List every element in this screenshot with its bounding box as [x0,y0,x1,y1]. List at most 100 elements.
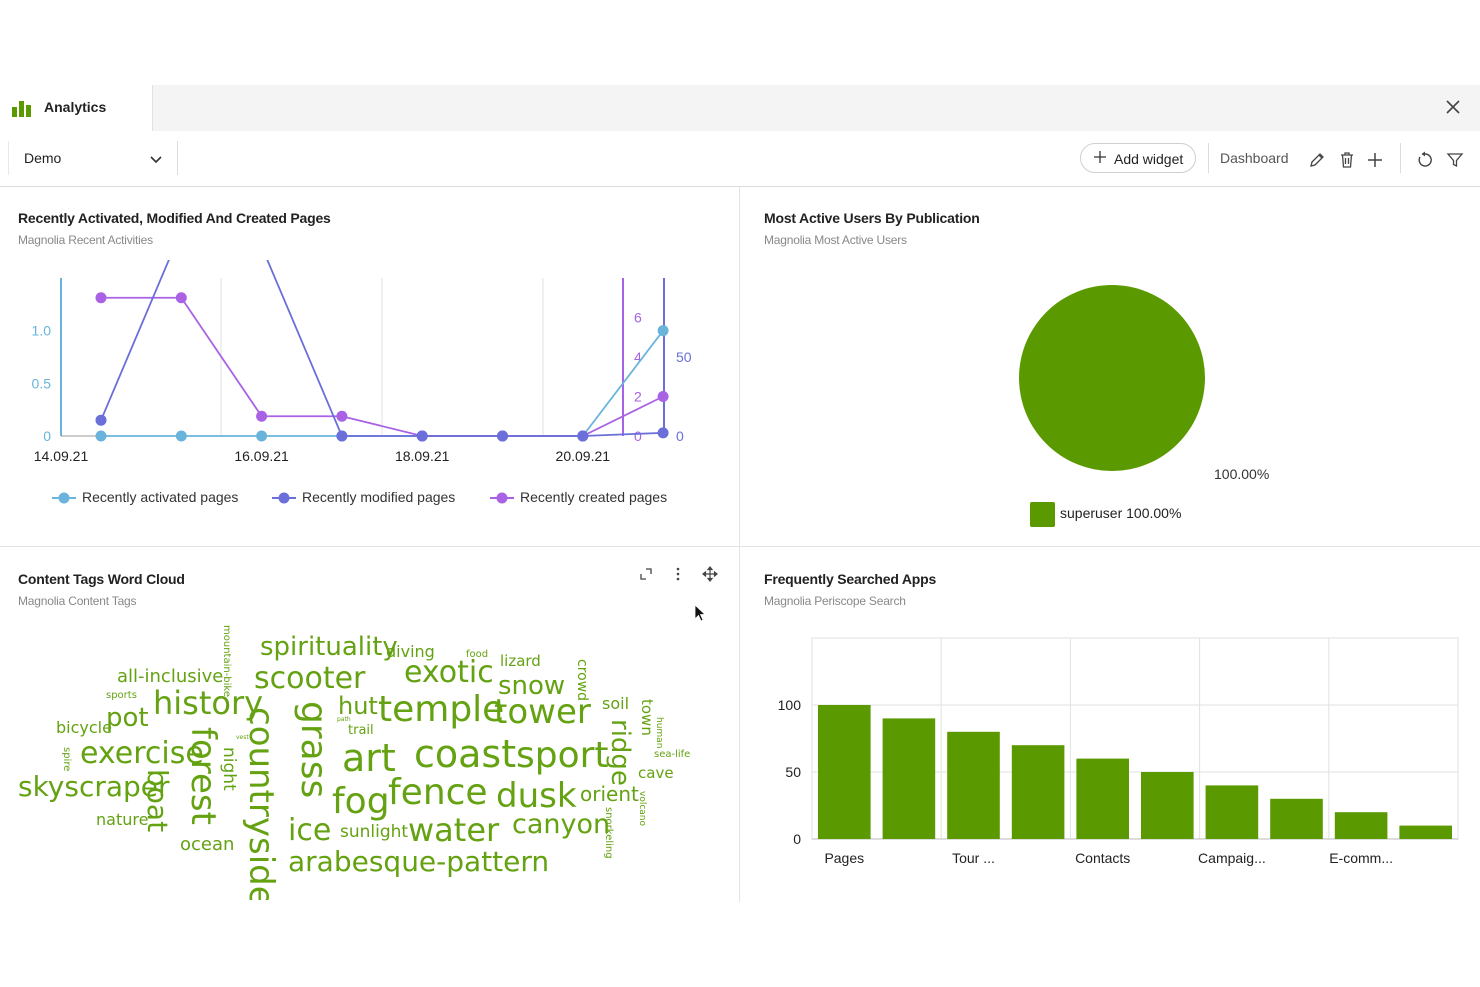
data-point[interactable] [175,430,187,442]
bar[interactable] [1141,772,1194,839]
word-cloud-tag[interactable]: ridge [605,719,635,786]
trash-icon[interactable] [1338,151,1356,169]
legend-item[interactable]: Recently created pages [490,489,667,505]
word-cloud-tag[interactable]: forest [183,727,223,825]
close-icon[interactable] [1444,98,1462,116]
word-cloud-tag[interactable]: cave [638,764,674,782]
filter-icon[interactable] [1446,151,1464,169]
word-cloud-tag[interactable]: bicycle [56,718,112,737]
data-point[interactable] [657,427,669,439]
data-point[interactable] [657,391,669,402]
word-cloud-tag[interactable]: hut [338,692,378,720]
data-point[interactable] [336,430,348,442]
bar-chart-icon [12,101,31,117]
word-cloud-tag[interactable]: trail [348,723,374,738]
word-cloud-tag[interactable]: all-inclusive [117,666,223,687]
word-cloud-tag[interactable]: ice [288,813,331,848]
bar[interactable] [1334,812,1388,839]
bar[interactable] [1399,825,1452,839]
word-cloud-tag[interactable]: sunlight [340,822,408,842]
dashboard-toolbar: Demo Add widget Dashboard [0,131,1480,187]
pencil-icon[interactable] [1308,151,1326,169]
word-cloud-tag[interactable]: sport [516,735,609,776]
pie-legend-label[interactable]: superuser 100.00% [1060,505,1181,521]
word-cloud-tag[interactable]: snorkeling [603,807,614,859]
word-cloud-tag[interactable]: orient [580,782,639,806]
word-cloud-tag[interactable]: human [654,717,664,748]
word-cloud-tag[interactable]: history [153,684,263,722]
word-cloud-tag[interactable]: lizard [500,652,541,670]
word-cloud-tag[interactable]: skyscraper [18,770,170,803]
word-cloud-tag[interactable]: sports [106,690,137,701]
bar[interactable] [1011,745,1065,839]
bar[interactable] [1205,785,1259,839]
word-cloud-tag[interactable]: mountain-bike [221,625,232,697]
legend-item[interactable]: Recently modified pages [272,489,455,505]
word-cloud-tag[interactable]: temple [378,689,504,730]
word-cloud-tag[interactable]: exercise [80,736,204,771]
data-point[interactable] [497,430,508,442]
word-cloud-tag[interactable]: arabesque-pattern [288,845,549,878]
bar[interactable] [947,731,1000,839]
word-cloud-tag[interactable]: crowd [574,659,590,701]
word-cloud-tag[interactable]: scooter [254,661,366,696]
bar[interactable] [882,718,936,839]
word-cloud-tag[interactable]: spire [61,747,72,771]
word-cloud-tag[interactable]: coast [414,732,516,776]
word-cloud-tag[interactable]: water [408,811,500,849]
word-cloud-tag[interactable]: spirituality [260,632,398,662]
x-tick-label: 14.09.21 [34,448,89,464]
data-point[interactable] [175,292,187,304]
word-cloud-tag[interactable]: snow [498,671,565,701]
data-point[interactable] [256,430,268,442]
chevron-down-icon [150,156,162,164]
word-cloud-tag[interactable]: fence [388,772,488,813]
refresh-icon[interactable] [1416,151,1434,169]
word-cloud-tag[interactable]: nature [96,810,148,829]
word-cloud-tag[interactable]: ocean [180,834,234,855]
word-cloud-tag[interactable]: pot [106,703,149,733]
word-cloud-tag[interactable]: sea-life [654,749,690,760]
word-cloud-tag[interactable]: tower [494,692,591,732]
word-cloud-tag[interactable]: countryside [241,707,281,900]
data-point[interactable] [416,430,428,442]
word-cloud-tag[interactable]: boat [141,769,174,832]
word-cloud-tag[interactable]: soil [602,694,629,713]
bar[interactable] [1270,798,1323,839]
word-cloud-tag[interactable]: volcano [637,791,647,827]
word-cloud-tag[interactable]: exotic [404,655,494,690]
pie-slice[interactable] [1019,285,1205,471]
more-vertical-icon[interactable] [670,566,686,582]
plus-icon[interactable] [1366,151,1384,169]
word-cloud-tag[interactable]: canyon [512,809,610,840]
data-point[interactable] [95,292,107,304]
data-point[interactable] [657,325,669,337]
word-cloud-tag[interactable]: food [466,649,488,660]
word-cloud-tag[interactable]: diving [386,642,435,661]
add-widget-button[interactable]: Add widget [1080,143,1196,173]
legend-item[interactable]: Recently activated pages [52,489,238,505]
data-point[interactable] [256,410,268,422]
y-right2-tick-label: 50 [676,349,692,365]
move-icon[interactable] [702,566,718,582]
word-cloud-tag[interactable]: dusk [496,776,577,816]
word-cloud-tag[interactable]: fog [332,781,390,822]
data-point[interactable] [577,430,589,442]
panel-title: Content Tags Word Cloud [18,571,185,587]
word-cloud-tag[interactable]: path [337,716,351,723]
legend-label: Recently modified pages [302,489,456,505]
data-point[interactable] [95,430,107,442]
word-cloud-tag[interactable]: art [342,736,396,780]
word-cloud-tag[interactable]: vest [236,734,249,741]
word-cloud-tag[interactable]: town [638,699,656,736]
data-point[interactable] [95,414,107,426]
bar[interactable] [1076,758,1129,839]
data-point[interactable] [336,410,348,422]
bar[interactable] [818,705,871,839]
dashboard-select[interactable]: Demo [8,141,178,175]
word-cloud-tag[interactable]: night [219,747,239,791]
expand-icon[interactable] [638,566,654,582]
x-tick-label: 18.09.21 [395,448,450,464]
tab-analytics[interactable]: Analytics [0,85,153,132]
word-cloud-tag[interactable]: grass [293,701,334,798]
